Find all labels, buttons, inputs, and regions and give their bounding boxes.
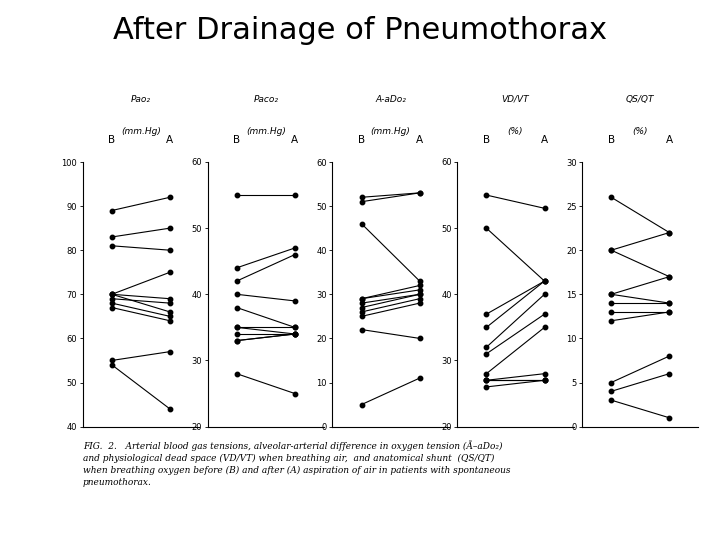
- Text: (%): (%): [508, 126, 523, 136]
- Text: FIG.  2.   Arterial blood gas tensions, alveolar-arterial difference in oxygen t: FIG. 2. Arterial blood gas tensions, alv…: [83, 440, 510, 487]
- Text: A: A: [292, 135, 298, 145]
- Text: B: B: [233, 135, 240, 145]
- Text: VD/VT: VD/VT: [502, 95, 529, 104]
- Text: B: B: [608, 135, 615, 145]
- Text: A: A: [166, 135, 174, 145]
- Text: Pao₂: Pao₂: [131, 95, 151, 104]
- Text: A: A: [541, 135, 548, 145]
- Text: (mm.Hg): (mm.Hg): [371, 126, 410, 136]
- Text: B: B: [358, 135, 365, 145]
- Text: A: A: [416, 135, 423, 145]
- Text: A-aDo₂: A-aDo₂: [375, 95, 406, 104]
- Text: B: B: [108, 135, 115, 145]
- Text: After Drainage of Pneumothorax: After Drainage of Pneumothorax: [113, 16, 607, 45]
- Text: (%): (%): [633, 126, 648, 136]
- Text: A: A: [666, 135, 673, 145]
- Text: QS/QT: QS/QT: [626, 95, 654, 104]
- Text: (mm.Hg): (mm.Hg): [121, 126, 161, 136]
- Text: B: B: [483, 135, 490, 145]
- Text: Paco₂: Paco₂: [253, 95, 278, 104]
- Text: (mm.Hg): (mm.Hg): [246, 126, 286, 136]
